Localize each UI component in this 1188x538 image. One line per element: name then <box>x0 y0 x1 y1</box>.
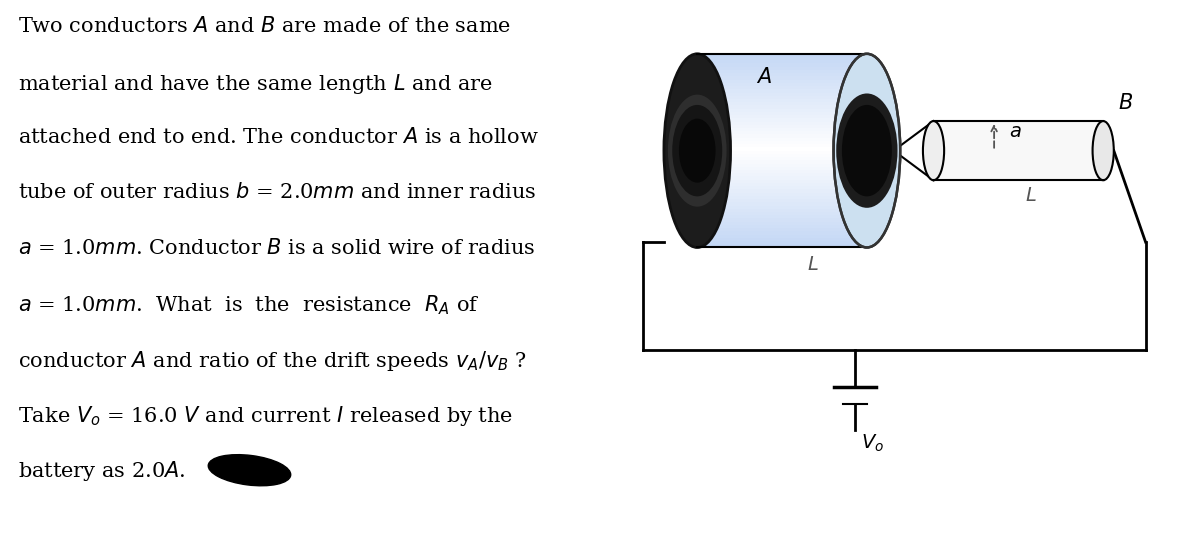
Polygon shape <box>697 154 867 157</box>
Polygon shape <box>697 228 867 231</box>
Polygon shape <box>697 189 867 193</box>
Polygon shape <box>697 157 867 160</box>
Polygon shape <box>697 218 867 222</box>
Text: $B$: $B$ <box>1118 93 1133 113</box>
Polygon shape <box>697 186 867 189</box>
Polygon shape <box>697 89 867 93</box>
Polygon shape <box>697 63 867 67</box>
Polygon shape <box>697 99 867 102</box>
Polygon shape <box>697 238 867 241</box>
Polygon shape <box>697 122 867 125</box>
Polygon shape <box>697 115 867 118</box>
Text: battery as 2.0$\mathit{A}$.: battery as 2.0$\mathit{A}$. <box>18 459 185 484</box>
Ellipse shape <box>672 105 722 196</box>
Polygon shape <box>697 86 867 89</box>
Polygon shape <box>697 102 867 105</box>
Polygon shape <box>697 125 867 128</box>
Ellipse shape <box>923 121 944 180</box>
Polygon shape <box>697 83 867 86</box>
Text: $A$: $A$ <box>756 67 772 87</box>
Ellipse shape <box>842 105 892 196</box>
Polygon shape <box>697 147 867 151</box>
Polygon shape <box>697 93 867 96</box>
Ellipse shape <box>664 54 731 247</box>
Polygon shape <box>697 180 867 183</box>
Text: Two conductors $\mathit{A}$ and $\mathit{B}$ are made of the same: Two conductors $\mathit{A}$ and $\mathit… <box>18 16 511 36</box>
Polygon shape <box>697 60 867 63</box>
Polygon shape <box>697 160 867 164</box>
Polygon shape <box>697 215 867 218</box>
Ellipse shape <box>834 54 901 247</box>
Polygon shape <box>697 231 867 235</box>
Polygon shape <box>697 206 867 209</box>
Ellipse shape <box>1093 121 1114 180</box>
Polygon shape <box>697 54 867 57</box>
Polygon shape <box>697 151 867 154</box>
Polygon shape <box>697 141 867 144</box>
Polygon shape <box>697 244 867 247</box>
Polygon shape <box>697 176 867 180</box>
Polygon shape <box>697 241 867 244</box>
Polygon shape <box>697 173 867 176</box>
Ellipse shape <box>836 94 898 208</box>
Polygon shape <box>697 138 867 141</box>
Polygon shape <box>697 202 867 206</box>
Polygon shape <box>697 225 867 228</box>
Polygon shape <box>697 76 867 80</box>
Polygon shape <box>697 196 867 199</box>
Polygon shape <box>697 167 867 170</box>
Text: $V_o$: $V_o$ <box>861 433 884 455</box>
Polygon shape <box>697 193 867 196</box>
Polygon shape <box>697 67 867 70</box>
Polygon shape <box>697 70 867 73</box>
Text: tube of outer radius $b$ = 2.0$mm$ and inner radius: tube of outer radius $b$ = 2.0$mm$ and i… <box>18 182 536 202</box>
Polygon shape <box>697 164 867 167</box>
Text: conductor $\mathit{A}$ and ratio of the drift speeds $v_A/v_B$ ?: conductor $\mathit{A}$ and ratio of the … <box>18 349 526 373</box>
Text: $L$: $L$ <box>1024 187 1036 204</box>
Polygon shape <box>697 235 867 238</box>
Polygon shape <box>697 209 867 212</box>
Polygon shape <box>697 73 867 76</box>
Polygon shape <box>697 222 867 225</box>
Polygon shape <box>697 183 867 186</box>
Ellipse shape <box>668 95 727 207</box>
Polygon shape <box>697 134 867 138</box>
Polygon shape <box>697 212 867 215</box>
Polygon shape <box>697 170 867 173</box>
Polygon shape <box>697 131 867 134</box>
Text: $a$: $a$ <box>1010 123 1022 141</box>
Polygon shape <box>934 121 1104 180</box>
Text: material and have the same length $\mathit{L}$ and are: material and have the same length $\math… <box>18 72 493 96</box>
Polygon shape <box>697 57 867 60</box>
Polygon shape <box>697 112 867 115</box>
Polygon shape <box>697 105 867 109</box>
Polygon shape <box>697 118 867 122</box>
Text: $a$ = 1.0$mm$.  What  is  the  resistance  $R_A$ of: $a$ = 1.0$mm$. What is the resistance $R… <box>18 293 480 317</box>
Text: attached end to end. The conductor $\mathit{A}$ is a hollow: attached end to end. The conductor $\mat… <box>18 127 538 147</box>
Ellipse shape <box>678 118 715 183</box>
Ellipse shape <box>208 455 291 486</box>
Polygon shape <box>697 144 867 147</box>
Text: $L$: $L$ <box>807 256 819 273</box>
Polygon shape <box>697 96 867 99</box>
Polygon shape <box>697 128 867 131</box>
Text: Take $V_o$ = 16.0 $\mathit{V}$ and current $\mathit{I}$ released by the: Take $V_o$ = 16.0 $\mathit{V}$ and curre… <box>18 404 513 428</box>
Text: $a$ = 1.0$mm$. Conductor $\mathit{B}$ is a solid wire of radius: $a$ = 1.0$mm$. Conductor $\mathit{B}$ is… <box>18 238 536 258</box>
Polygon shape <box>697 109 867 112</box>
Polygon shape <box>697 199 867 202</box>
Polygon shape <box>697 80 867 83</box>
